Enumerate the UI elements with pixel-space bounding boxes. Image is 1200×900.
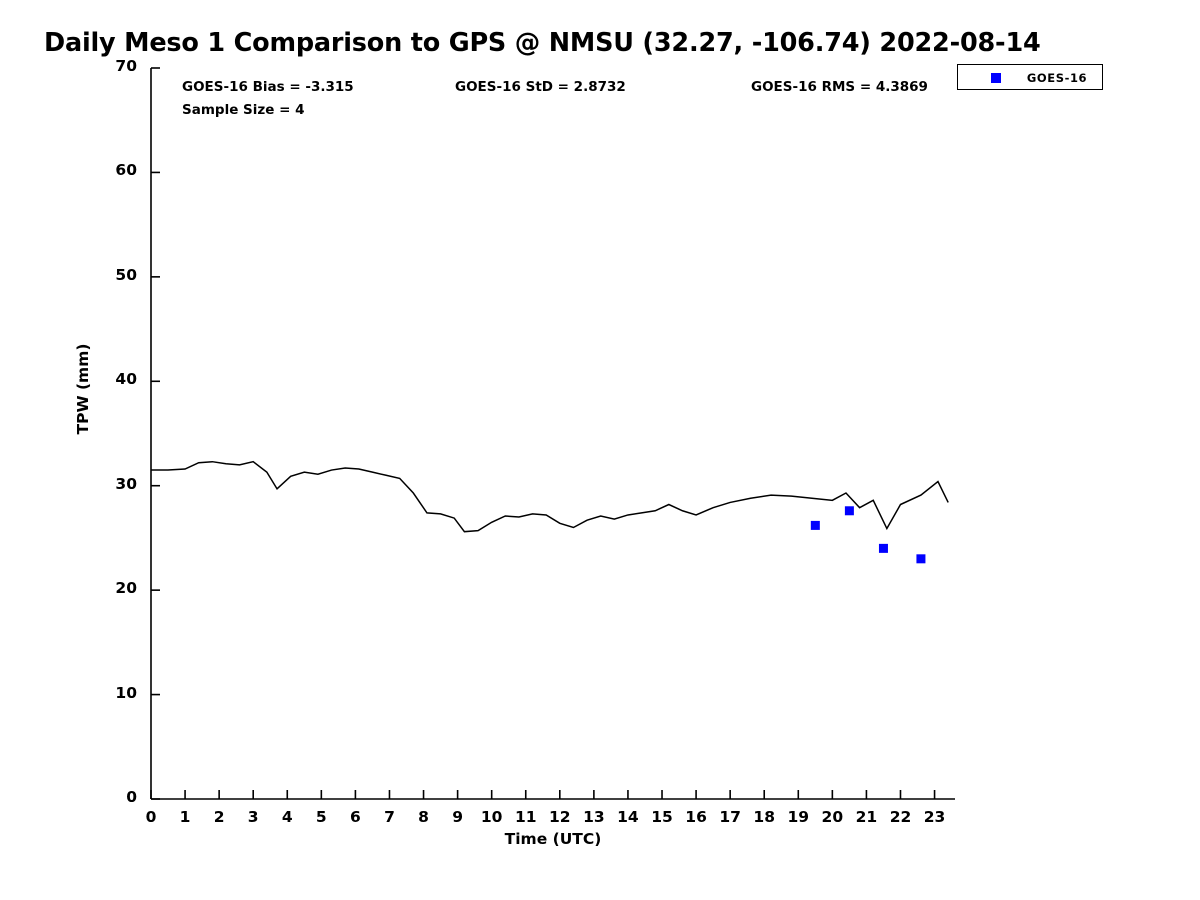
page-title: Daily Meso 1 Comparison to GPS @ NMSU (3… (44, 28, 1041, 58)
x-tick-label: 16 (685, 808, 707, 826)
legend: GOES-16 (957, 64, 1103, 90)
x-tick-label: 21 (855, 808, 878, 826)
y-tick-label: 40 (115, 370, 137, 389)
x-tick-label: 4 (281, 808, 293, 826)
x-tick-label: 19 (787, 808, 810, 826)
x-tick-label: 1 (179, 808, 191, 826)
x-tick-label: 7 (384, 808, 395, 826)
y-tick-label: 70 (115, 57, 137, 75)
x-tick-label: 22 (889, 808, 912, 826)
x-tick-label: 9 (452, 808, 463, 826)
x-tick-label: 3 (247, 808, 259, 826)
data-point-goes16 (844, 506, 854, 516)
x-tick-label: 13 (583, 808, 605, 826)
y-axis-label: TPW (mm) (74, 343, 92, 435)
legend-marker-icon (991, 73, 1001, 83)
x-tick-label: 10 (480, 808, 503, 826)
x-tick-label: 6 (350, 808, 361, 826)
series-line-gps (151, 460, 949, 533)
x-tick-label: 2 (213, 808, 225, 826)
y-tick-label: 60 (115, 161, 137, 180)
x-tick-label: 12 (549, 808, 571, 826)
stat-sample-size: Sample Size = 4 (182, 102, 305, 118)
series-points-goes16 (810, 506, 926, 564)
stat-bias: GOES-16 Bias = -3.315 (182, 79, 354, 95)
x-tick-label: 18 (753, 808, 775, 826)
stat-std: GOES-16 StD = 2.8732 (455, 79, 626, 95)
x-tick-label: 11 (514, 808, 537, 826)
y-tick-label: 20 (115, 579, 137, 598)
y-tick-label: 50 (115, 265, 137, 284)
x-tick-label: 14 (617, 808, 639, 826)
y-tick-label: 30 (115, 474, 137, 493)
data-point-goes16 (878, 543, 888, 553)
x-tick-label: 17 (719, 808, 741, 826)
x-tick-label: 8 (418, 808, 429, 826)
legend-label-goes16: GOES-16 (1026, 71, 1088, 85)
x-tick-label: 15 (651, 808, 673, 826)
axis-lines (150, 68, 955, 800)
x-tick-label: 5 (315, 808, 327, 826)
x-tick-label: 20 (821, 808, 844, 826)
y-tick-label: 10 (115, 683, 137, 702)
x-axis-label: Time (UTC) (504, 830, 602, 848)
x-tick-label: 23 (923, 808, 946, 826)
y-axis-ticks (151, 67, 160, 800)
x-tick-label: 0 (145, 808, 157, 826)
stat-rms: GOES-16 RMS = 4.3869 (751, 79, 928, 95)
x-axis-ticks (150, 790, 936, 799)
data-point-goes16 (916, 554, 926, 564)
data-point-goes16 (810, 520, 820, 530)
y-tick-label: 0 (126, 788, 137, 806)
